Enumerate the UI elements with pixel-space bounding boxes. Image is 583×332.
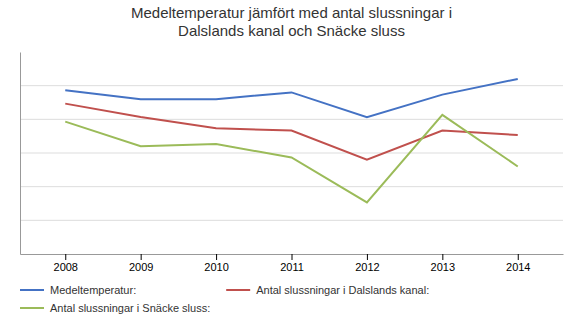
x-tick-mark [141, 254, 142, 260]
x-tick: 2011 [280, 254, 304, 273]
x-tick-mark [292, 254, 293, 260]
x-tick-label: 2014 [506, 261, 530, 273]
x-tick-mark [216, 254, 217, 260]
x-tick: 2013 [431, 254, 455, 273]
x-tick: 2014 [506, 254, 530, 273]
x-tick-mark [442, 254, 443, 260]
x-tick-label: 2012 [355, 261, 379, 273]
series-line [65, 115, 518, 203]
grid [20, 86, 563, 221]
grid-line [20, 153, 563, 154]
x-tick: 2012 [355, 254, 379, 273]
x-tick-label: 2010 [204, 261, 228, 273]
legend-swatch [20, 307, 44, 309]
x-axis: 2008 2009 2010 2011 2012 2013 2014 [21, 254, 564, 273]
legend-item: Antal slussningar i Snäcke sluss: [20, 302, 210, 314]
title-line: Medeltemperatur jämfört med antal slussn… [131, 4, 452, 21]
y-axis-line [20, 53, 21, 255]
series-line [65, 104, 518, 160]
legend-item: Medeltemperatur: [20, 284, 136, 296]
y-axis [20, 53, 22, 255]
legend: Medeltemperatur: Antal slussningar i Dals… [20, 284, 429, 314]
title: Medeltemperatur jämfört med antal slussn… [131, 4, 452, 39]
legend-label: Medeltemperatur: [50, 284, 136, 296]
x-tick: 2010 [204, 254, 228, 273]
x-tick-mark [367, 254, 368, 260]
legend-swatch [226, 289, 250, 291]
x-tick: 2008 [54, 254, 78, 273]
grid-line [20, 220, 563, 221]
plot-area [65, 79, 518, 202]
chart: Medeltemperatur jämfört med antal slussn… [0, 0, 583, 332]
x-tick-label: 2009 [129, 261, 153, 273]
x-tick: 2009 [129, 254, 153, 273]
x-tick-label: 2011 [280, 261, 304, 273]
x-tick-label: 2008 [54, 261, 78, 273]
title-line: Dalslands kanal och Snäcke sluss [178, 22, 405, 39]
legend-label: Antal slussningar i Snäcke sluss: [50, 302, 210, 314]
series-line [65, 79, 518, 117]
grid-line [20, 119, 563, 120]
x-tick-mark [518, 254, 519, 260]
legend-item: Antal slussningar i Dalslands kanal: [226, 284, 429, 296]
legend-label: Antal slussningar i Dalslands kanal: [256, 284, 429, 296]
x-tick-label: 2013 [431, 261, 455, 273]
x-tick-mark [65, 254, 66, 260]
legend-swatch [20, 289, 44, 291]
grid-line [20, 186, 563, 187]
